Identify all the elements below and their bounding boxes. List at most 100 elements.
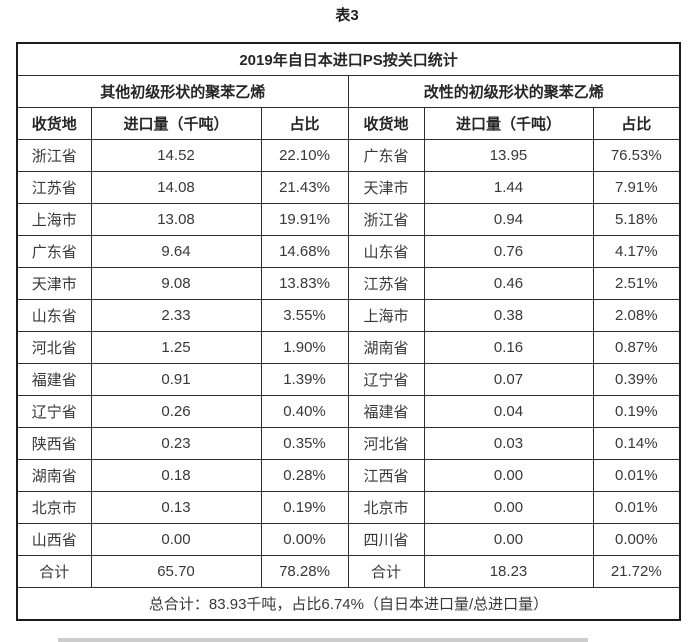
group-header-right: 改性的初级形状的聚苯乙烯	[347, 75, 681, 108]
left-region-cell: 福建省	[16, 363, 92, 396]
right-region-cell: 天津市	[347, 171, 425, 204]
table-row: 山西省 0.00 0.00% 四川省 0.00 0.00%	[16, 523, 681, 556]
page-title: 表3	[335, 7, 359, 24]
right-region-cell: 湖南省	[347, 331, 425, 364]
left-volume-cell: 1.25	[90, 331, 262, 364]
column-header-left-share: 占比	[260, 107, 349, 140]
left-share-cell: 22.10%	[260, 139, 349, 172]
left-region-cell: 江苏省	[16, 171, 92, 204]
right-volume-cell: 0.00	[423, 491, 594, 524]
right-share-cell: 21.72%	[592, 555, 681, 588]
left-region-cell: 广东省	[16, 235, 92, 268]
left-share-cell: 1.90%	[260, 331, 349, 364]
left-volume-cell: 13.08	[90, 203, 262, 236]
right-region-cell: 福建省	[347, 395, 425, 428]
right-share-cell: 0.01%	[592, 459, 681, 492]
table-title: 2019年自日本进口PS按关口统计	[16, 42, 681, 76]
right-share-cell: 7.91%	[592, 171, 681, 204]
right-share-cell: 0.39%	[592, 363, 681, 396]
right-volume-cell: 1.44	[423, 171, 594, 204]
table-row: 河北省 1.25 1.90% 湖南省 0.16 0.87%	[16, 331, 681, 364]
left-region-cell: 上海市	[16, 203, 92, 236]
left-region-cell: 浙江省	[16, 139, 92, 172]
left-share-cell: 21.43%	[260, 171, 349, 204]
table-row: 广东省 9.64 14.68% 山东省 0.76 4.17%	[16, 235, 681, 268]
right-share-cell: 0.01%	[592, 491, 681, 524]
right-volume-cell: 0.04	[423, 395, 594, 428]
left-volume-cell: 9.64	[90, 235, 262, 268]
right-region-cell: 上海市	[347, 299, 425, 332]
column-header-left-volume: 进口量（千吨）	[90, 107, 262, 140]
right-volume-cell: 0.38	[423, 299, 594, 332]
bottom-edge-artifact	[58, 638, 588, 642]
left-share-cell: 1.39%	[260, 363, 349, 396]
left-volume-cell: 0.91	[90, 363, 262, 396]
right-region-cell: 辽宁省	[347, 363, 425, 396]
table-head: 2019年自日本进口PS按关口统计 其他初级形状的聚苯乙烯 改性的初级形状的聚苯…	[16, 42, 681, 140]
left-share-cell: 78.28%	[260, 555, 349, 588]
right-volume-cell: 0.94	[423, 203, 594, 236]
right-volume-cell: 0.16	[423, 331, 594, 364]
left-region-cell: 北京市	[16, 491, 92, 524]
right-volume-cell: 13.95	[423, 139, 594, 172]
right-region-cell: 合计	[347, 555, 425, 588]
left-region-cell: 山东省	[16, 299, 92, 332]
left-volume-cell: 14.08	[90, 171, 262, 204]
right-region-cell: 四川省	[347, 523, 425, 556]
left-share-cell: 0.28%	[260, 459, 349, 492]
column-header-left-region: 收货地	[16, 107, 92, 140]
table-row: 江苏省 14.08 21.43% 天津市 1.44 7.91%	[16, 171, 681, 204]
column-header-row: 收货地 进口量（千吨） 占比 收货地 进口量（千吨） 占比	[16, 107, 681, 140]
left-region-cell: 陕西省	[16, 427, 92, 460]
left-share-cell: 0.40%	[260, 395, 349, 428]
right-share-cell: 4.17%	[592, 235, 681, 268]
right-volume-cell: 18.23	[423, 555, 594, 588]
table-row: 辽宁省 0.26 0.40% 福建省 0.04 0.19%	[16, 395, 681, 428]
column-header-right-volume: 进口量（千吨）	[423, 107, 594, 140]
right-region-cell: 广东省	[347, 139, 425, 172]
right-volume-cell: 0.46	[423, 267, 594, 300]
right-share-cell: 2.51%	[592, 267, 681, 300]
right-share-cell: 0.87%	[592, 331, 681, 364]
left-share-cell: 3.55%	[260, 299, 349, 332]
right-volume-cell: 0.76	[423, 235, 594, 268]
left-region-cell: 合计	[16, 555, 92, 588]
right-volume-cell: 0.03	[423, 427, 594, 460]
right-region-cell: 江苏省	[347, 267, 425, 300]
grand-total-row: 总合计：83.93千吨，占比6.74%（自日本进口量/总进口量）	[16, 587, 681, 621]
right-volume-cell: 0.00	[423, 459, 594, 492]
right-region-cell: 北京市	[347, 491, 425, 524]
left-share-cell: 13.83%	[260, 267, 349, 300]
table-row: 陕西省 0.23 0.35% 河北省 0.03 0.14%	[16, 427, 681, 460]
left-region-cell: 天津市	[16, 267, 92, 300]
right-share-cell: 0.19%	[592, 395, 681, 428]
column-header-right-share: 占比	[592, 107, 681, 140]
right-region-cell: 山东省	[347, 235, 425, 268]
left-volume-cell: 2.33	[90, 299, 262, 332]
table-body: 浙江省 14.52 22.10% 广东省 13.95 76.53% 江苏省 14.08 21.4…	[16, 139, 681, 588]
group-header-row: 其他初级形状的聚苯乙烯 改性的初级形状的聚苯乙烯	[16, 75, 681, 108]
table-row: 山东省 2.33 3.55% 上海市 0.38 2.08%	[16, 299, 681, 332]
table-row: 福建省 0.91 1.39% 辽宁省 0.07 0.39%	[16, 363, 681, 396]
left-share-cell: 0.00%	[260, 523, 349, 556]
group-header-left: 其他初级形状的聚苯乙烯	[16, 75, 349, 108]
table-row: 北京市 0.13 0.19% 北京市 0.00 0.01%	[16, 491, 681, 524]
grand-total-text: 总合计：83.93千吨，占比6.74%（自日本进口量/总进口量）	[16, 587, 681, 621]
left-volume-cell: 9.08	[90, 267, 262, 300]
left-share-cell: 14.68%	[260, 235, 349, 268]
table-row: 浙江省 14.52 22.10% 广东省 13.95 76.53%	[16, 139, 681, 172]
left-volume-cell: 14.52	[90, 139, 262, 172]
left-volume-cell: 0.18	[90, 459, 262, 492]
right-share-cell: 0.14%	[592, 427, 681, 460]
right-share-cell: 0.00%	[592, 523, 681, 556]
right-region-cell: 浙江省	[347, 203, 425, 236]
table-foot: 总合计：83.93千吨，占比6.74%（自日本进口量/总进口量）	[16, 587, 681, 621]
left-region-cell: 湖南省	[16, 459, 92, 492]
right-volume-cell: 0.00	[423, 523, 594, 556]
left-volume-cell: 0.26	[90, 395, 262, 428]
right-volume-cell: 0.07	[423, 363, 594, 396]
right-share-cell: 5.18%	[592, 203, 681, 236]
right-region-cell: 河北省	[347, 427, 425, 460]
table-row: 湖南省 0.18 0.28% 江西省 0.00 0.01%	[16, 459, 681, 492]
